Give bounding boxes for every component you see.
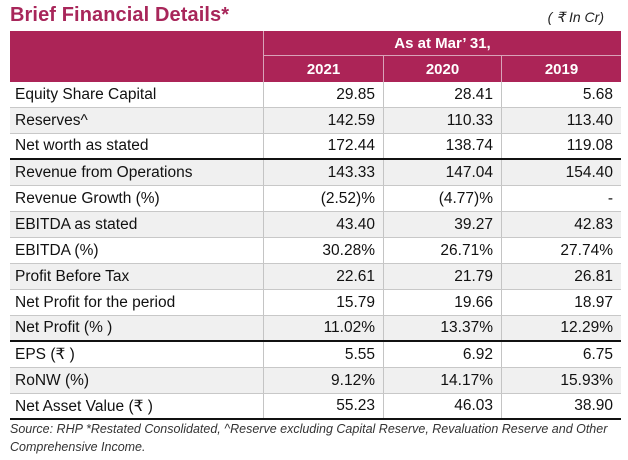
header-blank-cell xyxy=(10,31,263,56)
value-cell-2021: 143.33 xyxy=(263,160,383,185)
group-header: As at Mar’ 31, xyxy=(263,31,621,56)
table-row: Revenue Growth (%) (2.52)% (4.77)% - xyxy=(10,186,621,212)
value-cell-2019: 38.90 xyxy=(501,394,621,418)
footnote: Source: RHP *Restated Consolidated, ^Res… xyxy=(10,422,608,454)
value-cell-2019: 113.40 xyxy=(501,108,621,133)
value-cell-2021: 11.02% xyxy=(263,316,383,340)
table-row: Profit Before Tax 22.61 21.79 26.81 xyxy=(10,264,621,290)
value-cell-2019: 26.81 xyxy=(501,264,621,289)
value-cell-2019: 119.08 xyxy=(501,134,621,158)
value-cell-2021: 5.55 xyxy=(263,342,383,367)
value-cell-2020: 6.92 xyxy=(383,342,501,367)
value-cell-2021: 15.79 xyxy=(263,290,383,315)
value-cell-2020: 28.41 xyxy=(383,82,501,107)
value-cell-2019: 18.97 xyxy=(501,290,621,315)
column-header-2020: 2020 xyxy=(383,56,501,82)
row-label: Revenue from Operations xyxy=(15,163,193,181)
page-title: Brief Financial Details* xyxy=(10,4,230,26)
row-label: EBITDA (%) xyxy=(15,241,99,259)
table-row: Net Profit (% ) 11.02% 13.37% 12.29% xyxy=(10,316,621,342)
row-label: RoNW (%) xyxy=(15,371,90,389)
unit-label: ( ₹ In Cr) xyxy=(547,9,604,25)
row-label: Net Profit (% ) xyxy=(15,319,113,336)
table-row: RoNW (%) 9.12% 14.17% 15.93% xyxy=(10,368,621,394)
row-label: Net Profit for the period xyxy=(15,293,176,311)
value-cell-2021: 172.44 xyxy=(263,134,383,158)
row-label: EPS (₹ ) xyxy=(15,346,75,363)
value-cell-2020: 13.37% xyxy=(383,316,501,340)
table-row: Net Profit for the period 15.79 19.66 18.97 xyxy=(10,290,621,316)
value-cell-2020: 26.71% xyxy=(383,238,501,263)
table-row: Reserves^ 142.59 110.33 113.40 xyxy=(10,108,621,134)
value-cell-2021: 43.40 xyxy=(263,212,383,237)
value-cell-2020: 147.04 xyxy=(383,160,501,185)
value-cell-2020: 138.74 xyxy=(383,134,501,158)
value-cell-2021: (2.52)% xyxy=(263,186,383,211)
table-row: EBITDA as stated 43.40 39.27 42.83 xyxy=(10,212,621,238)
row-label: Profit Before Tax xyxy=(15,267,130,285)
table-row: Equity Share Capital 29.85 28.41 5.68 xyxy=(10,82,621,108)
value-cell-2019: 12.29% xyxy=(501,316,621,340)
table-row: EBITDA (%) 30.28% 26.71% 27.74% xyxy=(10,238,621,264)
financial-table: As at Mar’ 31, 2021 2020 2019 Equity Sha… xyxy=(10,31,621,420)
value-cell-2020: 21.79 xyxy=(383,264,501,289)
table-row: Net Asset Value (₹ ) 55.23 46.03 38.90 xyxy=(10,394,621,420)
table-row: Net worth as stated 172.44 138.74 119.08 xyxy=(10,134,621,160)
value-cell-2021: 142.59 xyxy=(263,108,383,133)
value-cell-2021: 30.28% xyxy=(263,238,383,263)
value-cell-2021: 22.61 xyxy=(263,264,383,289)
value-cell-2020: 39.27 xyxy=(383,212,501,237)
value-cell-2020: 46.03 xyxy=(383,394,501,418)
column-header-2021: 2021 xyxy=(263,56,383,82)
header-blank-cell xyxy=(10,56,263,82)
value-cell-2019: 15.93% xyxy=(501,368,621,393)
value-cell-2020: 110.33 xyxy=(383,108,501,133)
row-label: Net Asset Value (₹ ) xyxy=(15,397,153,415)
row-label: Reserves^ xyxy=(15,111,88,129)
table-row: Revenue from Operations 143.33 147.04 154.4… xyxy=(10,160,621,186)
row-label: Equity Share Capital xyxy=(15,85,157,103)
value-cell-2020: 19.66 xyxy=(383,290,501,315)
value-cell-2021: 29.85 xyxy=(263,82,383,107)
row-label: Revenue Growth (%) xyxy=(15,189,160,207)
value-cell-2020: (4.77)% xyxy=(383,186,501,211)
value-cell-2021: 55.23 xyxy=(263,394,383,418)
value-cell-2021: 9.12% xyxy=(263,368,383,393)
value-cell-2019: - xyxy=(501,186,621,211)
table-body: Equity Share Capital 29.85 28.41 5.68 Reserv… xyxy=(10,82,621,420)
table-row: EPS (₹ ) 5.55 6.92 6.75 xyxy=(10,342,621,368)
row-label: Net worth as stated xyxy=(15,137,149,154)
row-label: EBITDA as stated xyxy=(15,215,138,233)
value-cell-2019: 154.40 xyxy=(501,160,621,185)
value-cell-2019: 27.74% xyxy=(501,238,621,263)
value-cell-2020: 14.17% xyxy=(383,368,501,393)
column-header-2019: 2019 xyxy=(501,56,621,82)
value-cell-2019: 42.83 xyxy=(501,212,621,237)
value-cell-2019: 6.75 xyxy=(501,342,621,367)
table-header: As at Mar’ 31, 2021 2020 2019 xyxy=(10,31,621,82)
value-cell-2019: 5.68 xyxy=(501,82,621,107)
